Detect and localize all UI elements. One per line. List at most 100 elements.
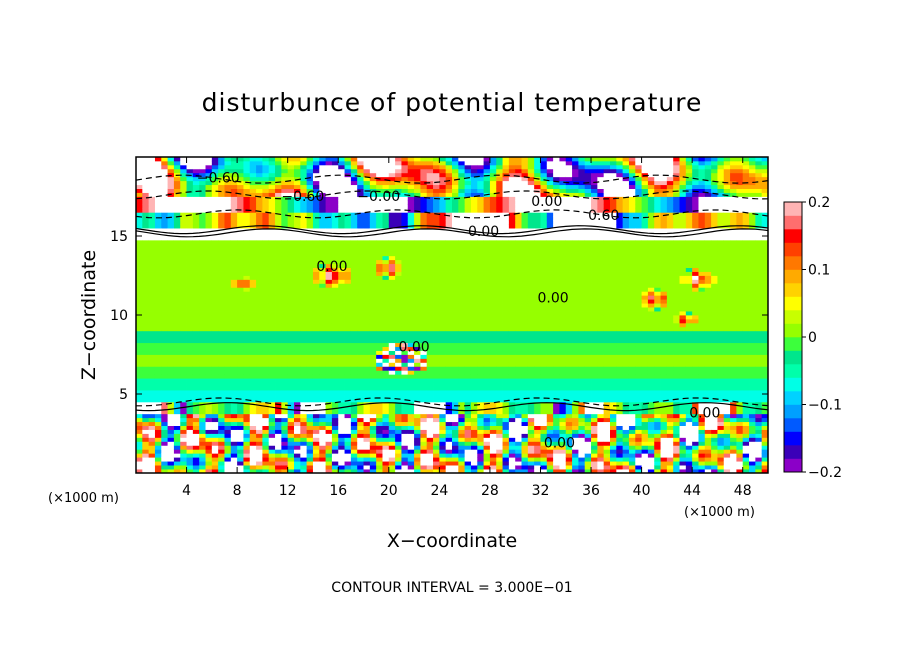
field-cell <box>192 271 200 276</box>
field-cell <box>470 366 478 371</box>
field-cell <box>433 168 440 174</box>
field-cell <box>268 311 276 316</box>
field-cell <box>502 303 510 308</box>
field-cell <box>275 180 282 186</box>
field-cell <box>230 421 238 426</box>
field-cell <box>350 172 358 178</box>
field-cell <box>521 374 529 379</box>
field-cell <box>527 425 535 430</box>
field-cell <box>388 188 396 193</box>
field-cell <box>401 417 409 423</box>
field-cell <box>515 394 522 399</box>
field-cell <box>363 295 371 300</box>
field-cell <box>180 164 187 170</box>
field-cell <box>243 318 251 324</box>
field-cell <box>331 176 339 182</box>
field-cell <box>136 366 143 371</box>
field-cell <box>249 334 257 340</box>
field-cell <box>287 204 295 209</box>
field-cell <box>407 330 415 336</box>
field-cell <box>154 390 162 395</box>
field-cell <box>496 216 503 221</box>
field-cell <box>445 417 453 423</box>
field-cell <box>300 437 308 442</box>
field-cell <box>363 275 371 280</box>
field-cell <box>508 374 516 379</box>
field-cell <box>521 275 529 280</box>
field-cell <box>388 421 396 426</box>
field-cell <box>218 204 225 209</box>
field-cell <box>439 469 447 473</box>
field-cell <box>376 405 383 411</box>
field-cell <box>388 409 396 415</box>
field-cell <box>508 433 516 438</box>
field-cell <box>452 291 459 296</box>
field-cell <box>433 287 440 292</box>
field-cell <box>382 180 390 186</box>
field-cell <box>407 303 415 308</box>
field-cell <box>445 188 453 193</box>
field-cell <box>319 413 326 419</box>
field-cell <box>395 239 402 245</box>
field-cell <box>136 342 143 347</box>
field-cell <box>426 457 434 462</box>
field-cell <box>401 354 409 359</box>
field-cell <box>483 421 491 426</box>
field-cell <box>376 429 383 434</box>
field-cell <box>477 453 484 458</box>
field-cell <box>167 220 175 225</box>
field-cell <box>148 232 156 237</box>
field-cell <box>205 334 213 340</box>
field-cell <box>224 164 232 170</box>
field-cell <box>167 326 175 332</box>
field-cell <box>211 413 219 419</box>
field-cell <box>344 208 352 213</box>
field-cell <box>376 164 383 170</box>
field-cell <box>237 354 244 359</box>
field-cell <box>357 259 364 265</box>
field-cell <box>376 457 383 462</box>
field-cell <box>496 184 503 189</box>
field-cell <box>205 239 213 245</box>
field-cell <box>426 358 434 363</box>
field-cell <box>205 374 213 379</box>
field-cell <box>439 208 447 213</box>
field-cell <box>433 267 440 272</box>
field-cell <box>199 457 206 462</box>
field-cell <box>249 160 257 166</box>
field-cell <box>521 370 529 375</box>
field-cell <box>395 366 402 371</box>
field-cell <box>338 318 345 324</box>
field-cell <box>192 303 200 308</box>
field-cell <box>521 457 529 462</box>
field-cell <box>262 390 270 395</box>
field-cell <box>489 267 497 272</box>
field-cell <box>470 390 478 395</box>
field-cell <box>268 303 276 308</box>
field-cell <box>470 291 478 296</box>
field-cell <box>426 267 434 272</box>
field-cell <box>218 267 225 272</box>
field-cell <box>161 374 168 379</box>
field-cell <box>300 239 308 245</box>
field-cell <box>464 236 472 241</box>
field-cell <box>211 228 219 233</box>
field-cell <box>388 251 396 257</box>
field-cell <box>142 172 150 178</box>
field-cell <box>420 437 428 442</box>
field-cell <box>294 374 301 379</box>
field-cell <box>350 465 358 470</box>
field-cell <box>376 437 383 442</box>
field-cell <box>414 164 421 170</box>
field-cell <box>470 338 478 344</box>
field-cell <box>319 445 326 450</box>
field-cell <box>192 322 200 328</box>
field-cell <box>224 251 232 257</box>
field-cell <box>433 362 440 367</box>
field-cell <box>521 354 529 359</box>
field-cell <box>508 397 516 403</box>
field-cell <box>388 366 396 371</box>
field-cell <box>230 259 238 265</box>
field-cell <box>344 168 352 174</box>
field-cell <box>142 239 150 245</box>
